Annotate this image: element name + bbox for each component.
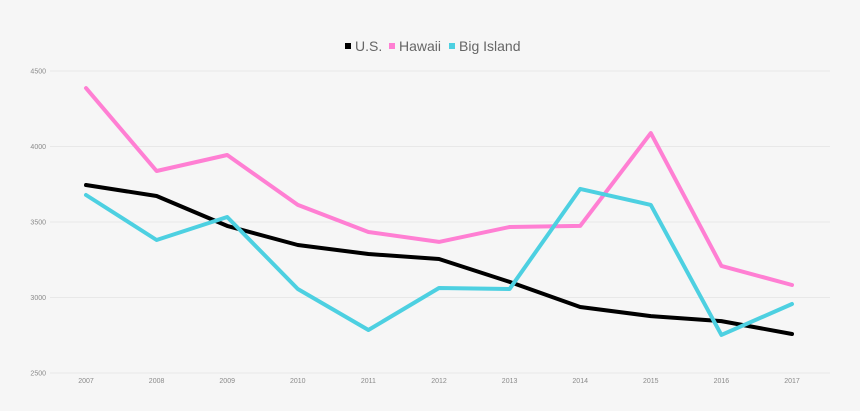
x-tick-label: 2016 — [714, 378, 730, 385]
x-tick-label: 2015 — [643, 378, 659, 385]
x-tick-label: 2010 — [290, 378, 306, 385]
x-tick-label: 2009 — [219, 378, 235, 385]
x-tick-label: 2012 — [431, 378, 447, 385]
legend-swatch — [449, 43, 455, 49]
series-line-u-s — [84, 183, 794, 336]
y-tick-label: 3500 — [30, 220, 46, 227]
legend-label: U.S. — [355, 38, 382, 54]
legend-label: Hawaii — [399, 38, 441, 54]
x-tick-label: 2011 — [361, 378, 376, 385]
legend: U.S. Hawaii Big Island — [345, 38, 520, 54]
x-axis: 2007 2008 2009 2010 2011 2012 2013 2014 2015 2016… — [78, 378, 800, 385]
x-tick-label: 2007 — [78, 378, 94, 385]
y-tick-label: 2500 — [30, 371, 46, 378]
series-line-hawaii — [84, 86, 794, 287]
legend-swatch — [389, 43, 395, 49]
y-axis: 2500 3000 3500 4000 4500 — [30, 69, 46, 378]
y-tick-label: 3000 — [30, 295, 46, 302]
legend-swatch — [345, 43, 351, 49]
series-lines — [84, 86, 794, 337]
x-tick-label: 2008 — [149, 378, 165, 385]
y-tick-label: 4500 — [30, 69, 46, 76]
grid — [50, 70, 830, 374]
series-line-big-island — [84, 186, 794, 337]
x-tick-label: 2014 — [572, 378, 588, 385]
x-tick-label: 2013 — [502, 378, 518, 385]
y-tick-label: 4000 — [30, 144, 46, 151]
legend-label: Big Island — [459, 38, 520, 54]
x-tick-label: 2017 — [784, 378, 800, 385]
